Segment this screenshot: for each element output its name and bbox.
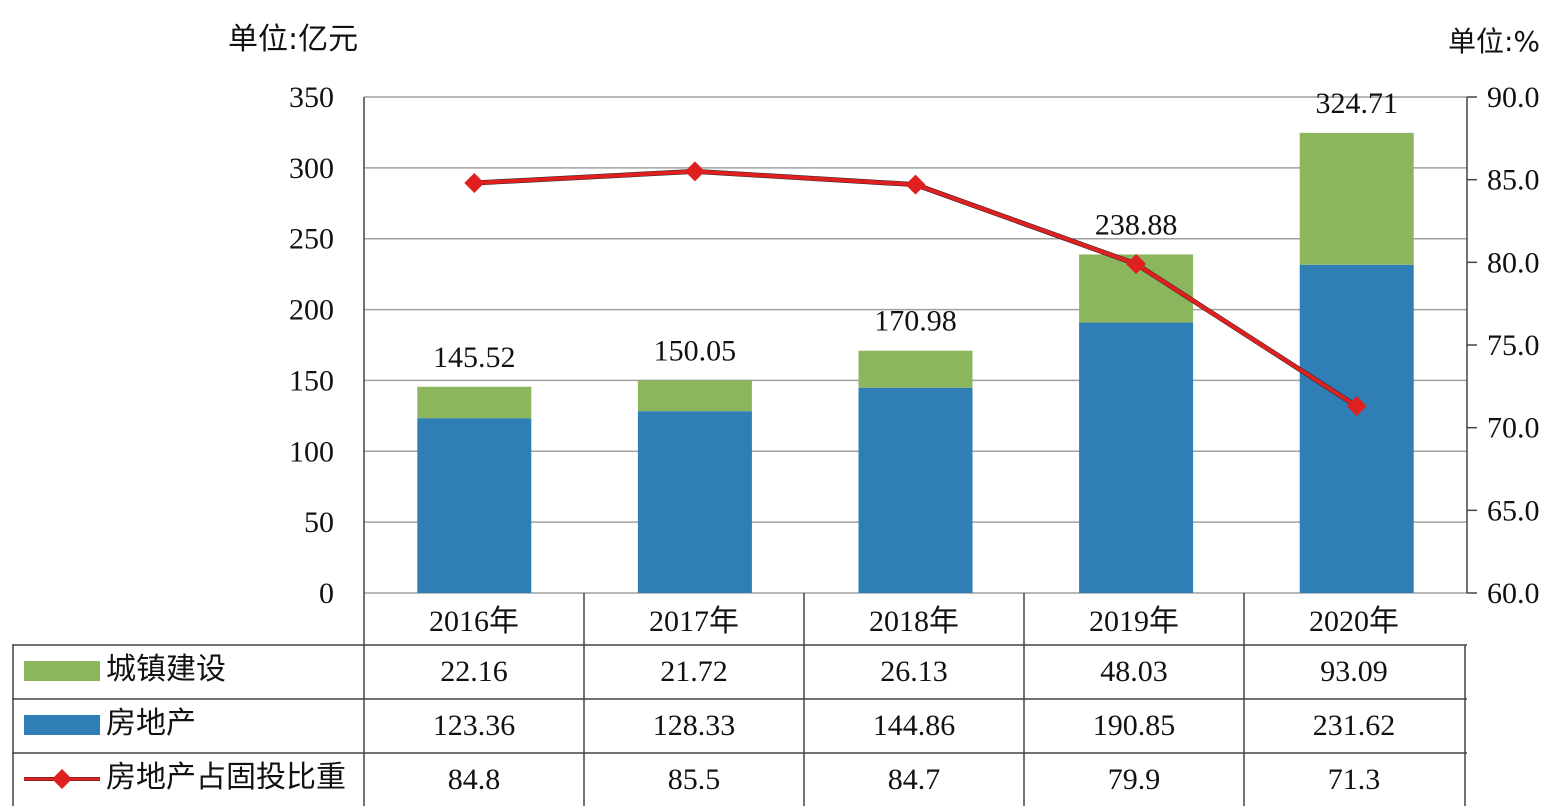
legend-label: 城镇建设: [106, 652, 226, 687]
table-cell: 85.5: [667, 763, 721, 796]
y-left-tick-label: 100: [289, 435, 334, 468]
y-left-tick-label: 200: [289, 294, 334, 327]
share-point: [1346, 396, 1367, 417]
table-cell: 93.09: [1320, 655, 1388, 688]
data-table: 2016年 2017年 2018年 2019年 2020年 城镇建设 22.16…: [12, 593, 1467, 806]
table-cell: 84.7: [887, 763, 941, 796]
legend-item-realestate: 房地产: [12, 699, 364, 753]
bar-total-label: 145.52: [433, 341, 516, 374]
legend-swatch-urban: [24, 661, 100, 681]
table-header-year: 2019年: [1089, 605, 1179, 638]
y-left-tick-label: 150: [289, 364, 334, 397]
bar-realestate: [1079, 322, 1194, 593]
share-point: [464, 172, 485, 193]
bar-urban: [858, 350, 973, 388]
legend-swatch-realestate: [24, 715, 100, 735]
bar-realestate: [1299, 264, 1414, 593]
bar-urban: [1299, 132, 1414, 265]
share-point: [684, 161, 705, 182]
y-left-tick-label: 50: [304, 506, 334, 539]
bar-realestate: [858, 387, 973, 593]
y-left-tick-label: 300: [289, 152, 334, 185]
table-cell: 123.36: [432, 709, 516, 742]
bar-total-label: 324.71: [1315, 87, 1398, 120]
bar-urban: [417, 386, 532, 419]
y-right-tick-label: 65.0: [1487, 494, 1540, 527]
bar-total-label: 150.05: [654, 334, 737, 367]
y-right-tick-label: 80.0: [1487, 246, 1540, 279]
bar-urban: [637, 380, 752, 412]
legend-line-diamond-icon: [24, 769, 100, 789]
bar-total-label: 170.98: [874, 305, 957, 338]
table-cell: 71.3: [1327, 763, 1381, 796]
bar-realestate: [417, 418, 532, 593]
table-row: 房地产 123.36 128.33 144.86 190.85 231.62: [12, 699, 1467, 753]
y-left-tick-label: 250: [289, 223, 334, 256]
y-right-tick-label: 75.0: [1487, 329, 1540, 362]
table-header-year: 2017年: [649, 605, 739, 638]
table-cell: 22.16: [440, 655, 508, 688]
table-cell: 144.86: [872, 709, 956, 742]
table-cell: 48.03: [1100, 655, 1168, 688]
table-header-row: 2016年 2017年 2018年 2019年 2020年: [12, 593, 1467, 645]
y-right-tick-label: 85.0: [1487, 164, 1540, 197]
legend-item-urban: 城镇建设: [12, 645, 364, 699]
table-row: 城镇建设 22.16 21.72 26.13 48.03 93.09: [12, 645, 1467, 699]
y-right-tick-label: 70.0: [1487, 412, 1540, 445]
right-axis-unit: 单位:%: [1448, 25, 1541, 58]
table-header-year: 2020年: [1309, 605, 1399, 638]
bar-total-label: 238.88: [1095, 208, 1178, 241]
bar-realestate: [637, 411, 752, 593]
table-cell: 128.33: [652, 709, 736, 742]
y-left-tick-label: 0: [319, 577, 334, 610]
share-point: [1126, 253, 1147, 274]
table-cell: 84.8: [447, 763, 501, 796]
left-axis-unit: 单位:亿元: [228, 22, 359, 57]
table-header-year: 2018年: [869, 605, 959, 638]
table-cell: 26.13: [880, 655, 948, 688]
y-right-tick-label: 60.0: [1487, 577, 1540, 610]
table-cell: 21.72: [660, 655, 728, 688]
y-right-tick-label: 90.0: [1487, 81, 1540, 114]
legend-label: 房地产: [106, 706, 196, 741]
legend-item-share: 房地产占固投比重: [12, 753, 364, 807]
share-point: [905, 174, 926, 195]
table-header-year: 2016年: [429, 605, 519, 638]
table-cell: 231.62: [1312, 709, 1396, 742]
legend-label: 房地产占固投比重: [106, 760, 346, 795]
table-row: 房地产占固投比重 84.8 85.5 84.7 79.9 71.3: [12, 753, 1467, 806]
table-cell: 190.85: [1092, 709, 1176, 742]
y-left-tick-label: 350: [289, 81, 334, 114]
table-cell: 79.9: [1107, 763, 1161, 796]
table-gridlines: [12, 593, 1467, 806]
